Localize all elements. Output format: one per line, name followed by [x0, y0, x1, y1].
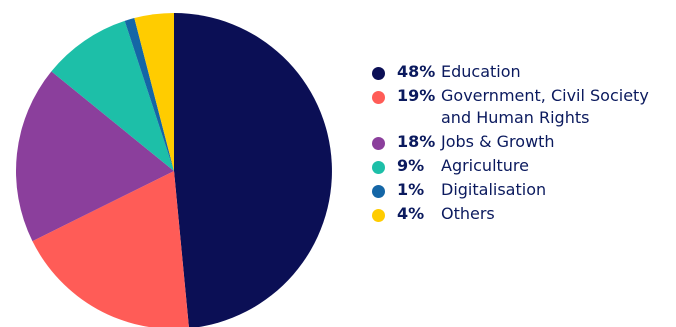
legend-item-jobs-growth: 18% Jobs & Growth [372, 131, 649, 153]
pie-slice-education [174, 13, 332, 327]
legend-swatch [372, 137, 385, 150]
legend-swatch [372, 161, 385, 174]
pie-slice-agriculture [51, 20, 175, 171]
legend-label: Digitalisation [441, 180, 547, 199]
legend-label: Jobs & Growth [441, 132, 555, 151]
legend-label: Government, Civil Society and Human Righ… [441, 86, 649, 127]
legend-label: Education [441, 62, 521, 81]
legend-percent: 9% [397, 156, 425, 175]
legend-item-digitalisation: 1% Digitalisation [372, 179, 649, 201]
legend-percent: 19% [397, 86, 436, 105]
legend-item-agriculture: 9% Agriculture [372, 155, 649, 177]
legend-label: Agriculture [441, 156, 529, 175]
pie-slice-others [134, 12, 174, 171]
legend: 48% Education 19% Government, Civil Soci… [372, 61, 649, 227]
legend-percent: 18% [397, 132, 436, 151]
pie-slice-digitalisation [124, 18, 174, 172]
pie-slice-jobs [15, 71, 174, 242]
pie-slice-government [32, 171, 189, 327]
legend-item-government: 19% Government, Civil Society and Human … [372, 85, 649, 129]
legend-swatch [372, 91, 385, 104]
legend-label: Others [441, 204, 495, 223]
legend-item-education: 48% Education [372, 61, 649, 83]
legend-percent: 4% [397, 204, 425, 223]
legend-swatch [372, 209, 385, 222]
legend-swatch [372, 185, 385, 198]
legend-item-others: 4% Others [372, 203, 649, 225]
legend-percent: 1% [397, 180, 425, 199]
pie-chart [15, 12, 332, 327]
legend-swatch [372, 67, 385, 80]
legend-percent: 48% [397, 62, 436, 81]
